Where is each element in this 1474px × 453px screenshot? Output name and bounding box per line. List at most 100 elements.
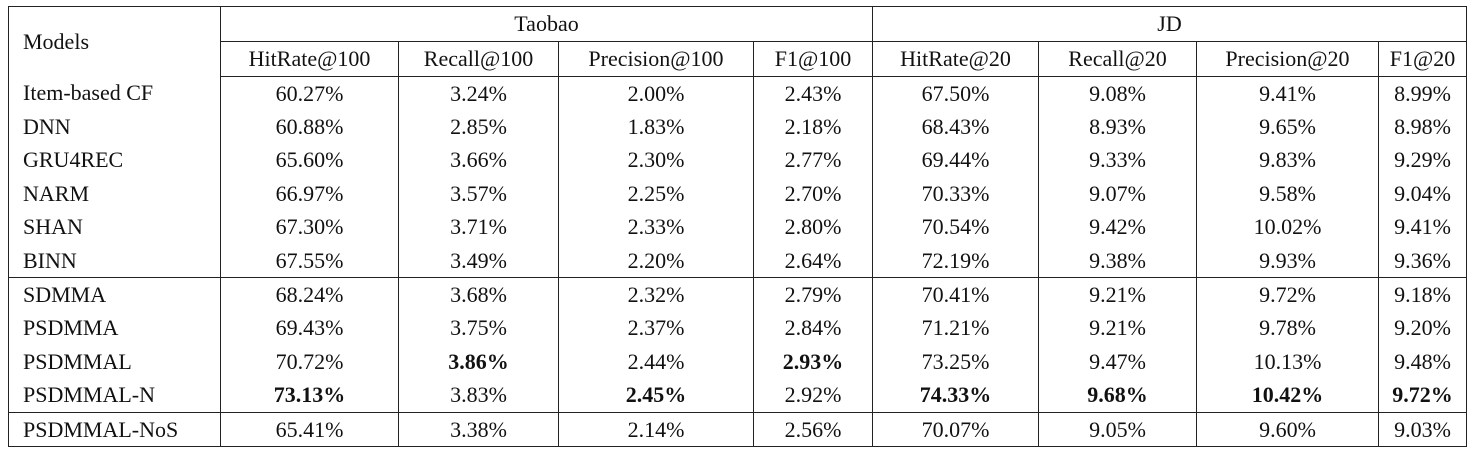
best-value: 9.72% — [1392, 382, 1453, 408]
metric-cell: 67.50% — [872, 76, 1039, 111]
metric-cell: 60.88% — [220, 110, 399, 144]
table-row: NARM 66.97% 3.57% 2.25% 2.70% 70.33% 9.07% 9.58… — [8, 177, 1468, 211]
metric-cell: 9.58% — [1196, 177, 1379, 211]
group-header-taobao: Taobao — [220, 6, 873, 42]
metric-cell: 70.33% — [872, 177, 1039, 211]
metric-cell: 67.30% — [220, 210, 399, 244]
model-name-cell: PSDMMAL — [8, 345, 221, 379]
best-value: 3.86% — [448, 348, 509, 374]
metric-cell: 3.83% — [398, 378, 559, 413]
metric-cell: 69.43% — [220, 311, 399, 346]
metric-cell: 9.72% — [1196, 277, 1379, 312]
metric-cell: 3.66% — [398, 143, 559, 178]
metric-cell: 65.60% — [220, 143, 399, 178]
table-row: GRU4REC 65.60% 3.66% 2.30% 2.77% 69.44% 9.33% 9… — [8, 143, 1468, 178]
model-name-cell: NARM — [8, 177, 221, 211]
metric-cell: 2.37% — [558, 311, 754, 346]
table-row: BINN 67.55% 3.49% 2.20% 2.64% 72.19% 9.38% 9.93… — [8, 243, 1468, 278]
metric-cell: 3.38% — [398, 411, 559, 448]
table-row: PSDMMAL-N 73.13% 3.83% 2.45% 2.92% 74.33% 9.68… — [8, 378, 1468, 413]
column-header: F1@100 — [753, 41, 873, 77]
metric-cell: 73.25% — [872, 345, 1039, 379]
metric-cell: 9.38% — [1038, 243, 1197, 278]
metric-cell: 2.25% — [558, 177, 754, 211]
column-header: Precision@100 — [558, 41, 754, 77]
metric-cell: 9.21% — [1038, 277, 1197, 312]
best-value: 9.68% — [1087, 382, 1148, 408]
metric-cell: 70.54% — [872, 210, 1039, 244]
metric-cell: 71.21% — [872, 311, 1039, 346]
table-row: PSDMMAL 70.72% 3.86% 2.44% 2.93% 73.25% 9.47% 1… — [8, 345, 1468, 379]
metric-cell: 9.36% — [1378, 243, 1468, 278]
metric-cell: 9.21% — [1038, 311, 1197, 346]
metric-cell: 9.18% — [1378, 277, 1468, 312]
metric-cell: 74.33% — [872, 378, 1039, 413]
metric-cell: 60.27% — [220, 76, 399, 111]
metric-cell: 2.84% — [753, 311, 873, 346]
metric-cell: 10.13% — [1196, 345, 1379, 379]
metric-cell: 2.64% — [753, 243, 873, 278]
metric-cell: 8.98% — [1378, 110, 1468, 144]
metric-cell: 2.79% — [753, 277, 873, 312]
metric-cell: 3.86% — [398, 345, 559, 379]
table-row: PSDMMAL-NoS 65.41% 3.38% 2.14% 2.56% 70.07% 9.… — [8, 411, 1468, 448]
model-name-cell: PSDMMAL-N — [8, 378, 221, 413]
model-name-cell: PSDMMA — [8, 311, 221, 346]
best-value: 2.93% — [782, 348, 844, 374]
table-row: Item-based CF 60.27% 3.24% 2.00% 2.43% 67.50%… — [8, 76, 1468, 111]
group-header-jd: JD — [872, 6, 1468, 42]
metric-cell: 9.07% — [1038, 177, 1197, 211]
table-body: Item-based CF 60.27% 3.24% 2.00% 2.43% 67.50%… — [8, 76, 1468, 448]
best-value: 10.42% — [1251, 382, 1324, 408]
metric-cell: 9.72% — [1378, 378, 1468, 413]
metric-cell: 67.55% — [220, 243, 399, 278]
column-header: Precision@20 — [1196, 41, 1379, 77]
metric-cell: 2.30% — [558, 143, 754, 178]
results-table: Models Taobao JD HitRate@100 Recall@100 … — [8, 6, 1468, 448]
metric-cell: 68.24% — [220, 277, 399, 312]
metric-cell: 9.60% — [1196, 411, 1379, 448]
metric-cell: 9.41% — [1378, 210, 1468, 244]
metric-cell: 3.75% — [398, 311, 559, 346]
metric-cell: 70.07% — [872, 411, 1039, 448]
metric-cell: 2.92% — [753, 378, 873, 413]
metric-cell: 9.42% — [1038, 210, 1197, 244]
best-value: 73.13% — [273, 382, 346, 408]
metric-cell: 69.44% — [872, 143, 1039, 178]
model-name-cell: PSDMMAL-NoS — [8, 411, 221, 448]
metric-cell: 9.04% — [1378, 177, 1468, 211]
metric-cell: 2.33% — [558, 210, 754, 244]
metric-cell: 10.42% — [1196, 378, 1379, 413]
metric-cell: 68.43% — [872, 110, 1039, 144]
model-name-cell: BINN — [8, 243, 221, 278]
metric-cell: 2.20% — [558, 243, 754, 278]
best-value: 74.33% — [919, 382, 992, 408]
table-row: SDMMA 68.24% 3.68% 2.32% 2.79% 70.41% 9.21% 9.7… — [8, 277, 1468, 312]
metric-cell: 3.57% — [398, 177, 559, 211]
metric-cell: 2.77% — [753, 143, 873, 178]
metric-cell: 8.99% — [1378, 76, 1468, 111]
model-name-cell: SDMMA — [8, 277, 221, 312]
metric-cell: 9.48% — [1378, 345, 1468, 379]
metric-cell: 9.83% — [1196, 143, 1379, 178]
metric-cell: 8.93% — [1038, 110, 1197, 144]
metric-cell: 2.00% — [558, 76, 754, 111]
column-header: HitRate@100 — [220, 41, 399, 77]
metric-cell: 1.83% — [558, 110, 754, 144]
metric-cell: 9.78% — [1196, 311, 1379, 346]
column-header: HitRate@20 — [872, 41, 1039, 77]
metric-cell: 65.41% — [220, 411, 399, 448]
metric-cell: 9.93% — [1196, 243, 1379, 278]
metric-cell: 2.43% — [753, 76, 873, 111]
metric-cell: 9.20% — [1378, 311, 1468, 346]
metric-cell: 3.24% — [398, 76, 559, 111]
metric-cell: 3.71% — [398, 210, 559, 244]
results-table-container: Models Taobao JD HitRate@100 Recall@100 … — [8, 6, 1468, 448]
metric-cell: 70.41% — [872, 277, 1039, 312]
metric-cell: 2.93% — [753, 345, 873, 379]
models-header: Models — [8, 6, 221, 77]
model-name-cell: DNN — [8, 110, 221, 144]
metric-cell: 2.70% — [753, 177, 873, 211]
table-row: PSDMMA 69.43% 3.75% 2.37% 2.84% 71.21% 9.21% 9.… — [8, 311, 1468, 346]
metric-cell: 2.85% — [398, 110, 559, 144]
